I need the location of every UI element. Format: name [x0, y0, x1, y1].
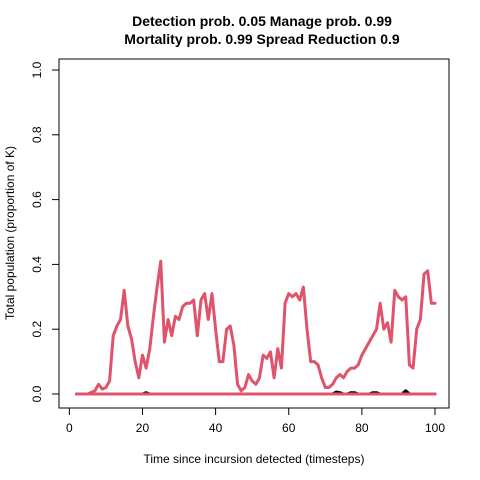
x-axis-label: Time since incursion detected (timesteps…: [144, 452, 365, 466]
y-axis: 0.0 0.2 0.4 0.6 0.8 1.0: [30, 61, 59, 402]
y-tick-label: 0.6: [30, 191, 44, 208]
series-line-1: [77, 261, 435, 394]
chart-title-line2: Mortality prob. 0.99 Spread Reduction 0.…: [124, 31, 400, 47]
y-tick-label: 1.0: [30, 61, 44, 78]
series-layer: [77, 261, 435, 394]
x-tick-label: 60: [282, 421, 296, 435]
x-tick-label: 0: [66, 421, 73, 435]
x-tick-label: 100: [425, 421, 445, 435]
y-tick-label: 0.8: [30, 126, 44, 143]
chart-title-line1: Detection prob. 0.05 Manage prob. 0.99: [132, 13, 392, 29]
plot-frame: [59, 59, 449, 408]
x-tick-label: 80: [355, 421, 369, 435]
y-tick-label: 0.4: [30, 256, 44, 273]
x-tick-label: 40: [209, 421, 223, 435]
y-tick-label: 0.2: [30, 321, 44, 338]
x-axis: 0 20 40 60 80 100: [66, 408, 445, 435]
x-tick-label: 20: [136, 421, 150, 435]
y-axis-label: Total population (proportion of K): [3, 146, 17, 320]
y-tick-label: 0.0: [30, 385, 44, 402]
